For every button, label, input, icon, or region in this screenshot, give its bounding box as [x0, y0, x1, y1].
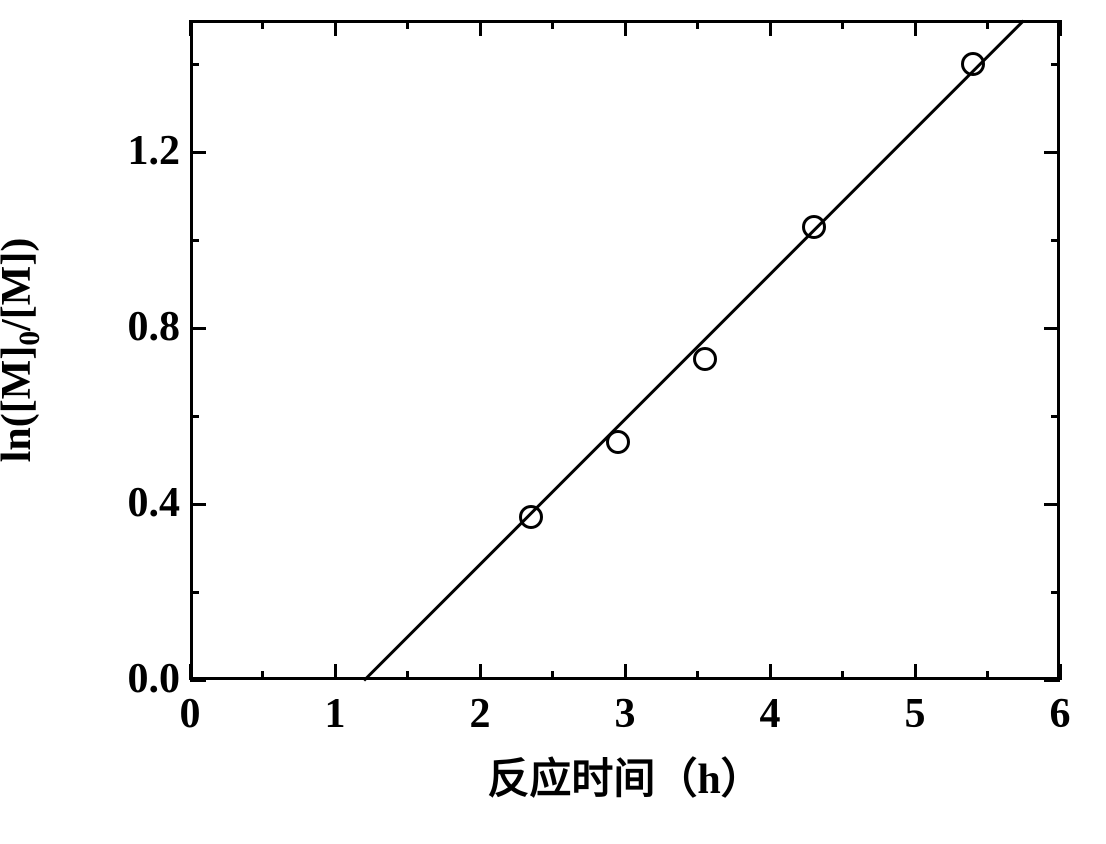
y-minor-tick-right — [1051, 239, 1060, 242]
data-point — [693, 347, 717, 371]
x-major-tick-top — [914, 20, 917, 36]
x-major-tick-top — [769, 20, 772, 36]
y-major-tick — [190, 327, 206, 330]
y-major-tick — [190, 151, 206, 154]
x-tick-label: 2 — [450, 690, 510, 738]
x-major-tick — [479, 664, 482, 680]
y-major-tick-right — [1044, 151, 1060, 154]
y-minor-tick-right — [1051, 63, 1060, 66]
y-tick-label: 1.2 — [90, 127, 180, 175]
x-minor-tick — [551, 671, 554, 680]
x-major-tick-top — [189, 20, 192, 36]
y-major-tick-right — [1044, 679, 1060, 682]
x-tick-label: 3 — [595, 690, 655, 738]
x-tick-label: 4 — [740, 690, 800, 738]
x-major-tick-top — [624, 20, 627, 36]
x-minor-tick-top — [986, 20, 989, 29]
x-minor-tick — [986, 671, 989, 680]
y-tick-label: 0.8 — [90, 303, 180, 351]
x-major-tick-top — [334, 20, 337, 36]
plot-frame — [190, 20, 1060, 680]
x-major-tick — [334, 664, 337, 680]
x-major-tick — [624, 664, 627, 680]
x-minor-tick — [841, 671, 844, 680]
x-major-tick-top — [479, 20, 482, 36]
y-tick-label: 0.0 — [90, 655, 180, 703]
x-minor-tick — [261, 671, 264, 680]
x-major-tick-top — [1059, 20, 1062, 36]
x-minor-tick — [406, 671, 409, 680]
y-minor-tick-right — [1051, 591, 1060, 594]
chart-container: ln([M]0/[M]) 反应时间（h） 01234560.00.40.81.2 — [0, 0, 1106, 844]
y-minor-tick — [190, 591, 199, 594]
y-minor-tick — [190, 63, 199, 66]
data-point — [519, 505, 543, 529]
y-minor-tick — [190, 415, 199, 418]
y-minor-tick — [190, 239, 199, 242]
y-major-tick — [190, 679, 206, 682]
y-major-tick — [190, 503, 206, 506]
y-major-tick-right — [1044, 327, 1060, 330]
x-tick-label: 5 — [885, 690, 945, 738]
y-major-tick-right — [1044, 503, 1060, 506]
x-tick-label: 1 — [305, 690, 365, 738]
y-minor-tick-right — [1051, 415, 1060, 418]
y-tick-label: 0.4 — [90, 479, 180, 527]
x-axis-label: 反应时间（h） — [425, 745, 825, 806]
x-tick-label: 6 — [1030, 690, 1090, 738]
y-axis-label: ln([M]0/[M]) — [0, 238, 47, 463]
x-minor-tick-top — [696, 20, 699, 29]
x-minor-tick-top — [406, 20, 409, 29]
x-minor-tick — [696, 671, 699, 680]
x-major-tick — [769, 664, 772, 680]
x-minor-tick-top — [261, 20, 264, 29]
x-minor-tick-top — [841, 20, 844, 29]
x-major-tick — [914, 664, 917, 680]
x-minor-tick-top — [551, 20, 554, 29]
